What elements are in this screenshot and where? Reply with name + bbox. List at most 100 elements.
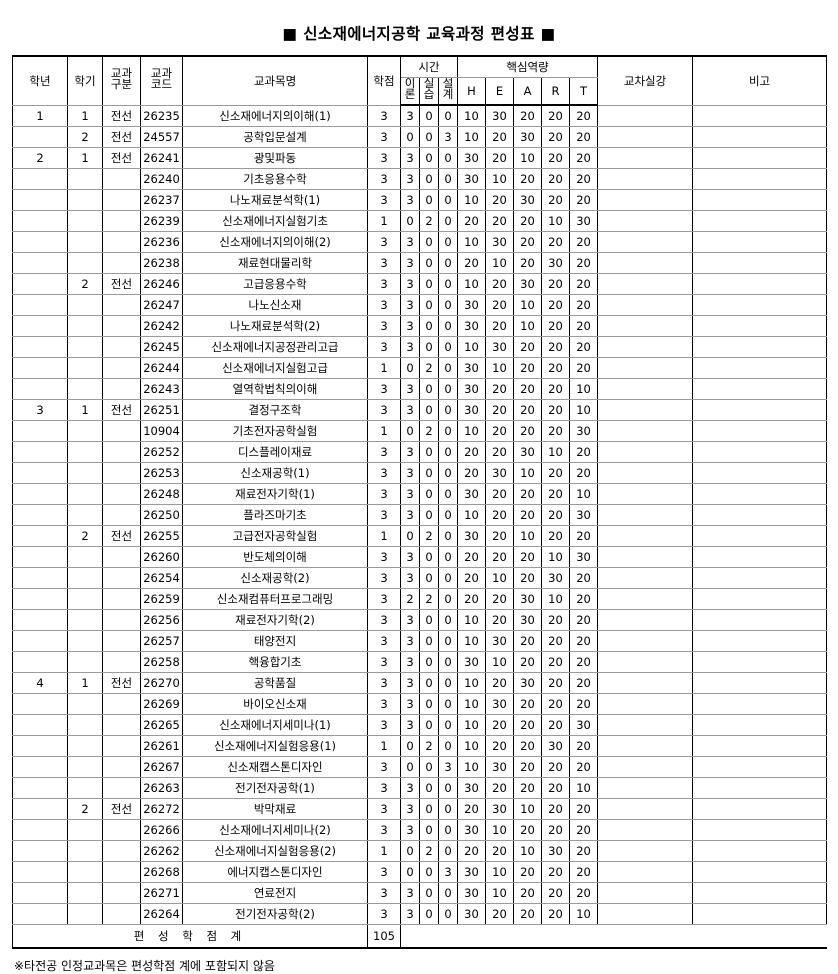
- cell-competency-e: 20: [485, 147, 514, 169]
- cell-year: 3: [12, 399, 68, 421]
- cell-course-code: 26253: [140, 462, 183, 484]
- cell-competency-t: 20: [568, 672, 599, 694]
- cell-competency-a: 20: [513, 777, 542, 799]
- cell-course-code: 26270: [140, 672, 183, 694]
- cell-hours-design: 0: [438, 378, 458, 400]
- cell-semester: [67, 693, 103, 715]
- cell-remarks: [692, 651, 828, 673]
- cell-cross-listing: [597, 819, 694, 841]
- cell-competency-a: 20: [513, 903, 542, 925]
- cell-competency-r: 30: [541, 567, 570, 589]
- cell-course-code: 26235: [140, 104, 183, 127]
- cell-semester: [67, 483, 103, 505]
- cell-course-name: 재료전자기학(1): [182, 483, 368, 505]
- cell-cross-listing: [597, 336, 694, 358]
- cell-credits: 3: [367, 147, 401, 169]
- cell-competency-t: 20: [568, 252, 599, 274]
- cell-hours-theory: 3: [400, 315, 420, 337]
- cell-competency-a: 20: [513, 504, 542, 526]
- cell-course-type: [102, 168, 141, 190]
- header-competency-r: R: [541, 77, 570, 106]
- cell-year: [12, 189, 68, 211]
- cell-competency-t: 20: [568, 357, 599, 379]
- cell-credits: 3: [367, 819, 401, 841]
- header-row-bottom: 이 론 실 습 설 계 H E: [13, 77, 827, 106]
- cell-credits: 3: [367, 252, 401, 274]
- cell-semester: [67, 651, 103, 673]
- cell-competency-h: 30: [457, 882, 486, 904]
- cell-competency-t: 20: [568, 273, 599, 295]
- cell-remarks: [692, 567, 828, 589]
- cell-hours-design: 0: [438, 252, 458, 274]
- cell-competency-e: 10: [485, 168, 514, 190]
- cell-credits: 3: [367, 504, 401, 526]
- cell-year: [12, 210, 68, 232]
- cell-hours-design: 0: [438, 672, 458, 694]
- cell-hours-theory: 3: [400, 714, 420, 736]
- cell-course-name: 신소재에너지의이해(2): [182, 231, 368, 253]
- cell-remarks: [692, 210, 828, 232]
- cell-hours-theory: 3: [400, 630, 420, 652]
- cell-hours-theory: 3: [400, 903, 420, 925]
- cell-competency-e: 30: [485, 756, 514, 778]
- cell-year: [12, 567, 68, 589]
- header-course-code: 교과 코드: [140, 55, 183, 106]
- cell-course-code: 26266: [140, 819, 183, 841]
- cell-hours-practice: 0: [419, 756, 439, 778]
- cell-year: [12, 840, 68, 862]
- cell-competency-a: 10: [513, 462, 542, 484]
- table-row: 26243 열역학법칙의이해 3 3 0 0 30 20 20 20 10: [12, 378, 828, 400]
- cell-hours-design: 0: [438, 630, 458, 652]
- table-row: 26266 신소재에너지세미나(2) 3 3 0 0 30 10 20 20 20: [12, 819, 828, 841]
- cell-credits: 1: [367, 840, 401, 862]
- cell-hours-theory: 0: [400, 756, 420, 778]
- cell-course-code: 26250: [140, 504, 183, 526]
- cell-competency-a: 30: [513, 672, 542, 694]
- cell-hours-theory: 3: [400, 462, 420, 484]
- cell-competency-h: 30: [457, 861, 486, 883]
- cell-credits: 3: [367, 315, 401, 337]
- cell-competency-a: 20: [513, 378, 542, 400]
- header-hours-design-line2: 계: [442, 87, 454, 101]
- cell-course-name: 전기전자공학(2): [182, 903, 368, 925]
- cell-hours-theory: 0: [400, 420, 420, 442]
- cell-hours-design: 0: [438, 504, 458, 526]
- cell-competency-a: 10: [513, 798, 542, 820]
- cell-year: [12, 651, 68, 673]
- cell-competency-h: 10: [457, 189, 486, 211]
- cell-semester: [67, 336, 103, 358]
- cell-remarks: [692, 252, 828, 274]
- cell-competency-a: 20: [513, 651, 542, 673]
- cell-semester: [67, 777, 103, 799]
- cell-course-type: [102, 735, 141, 757]
- cell-year: [12, 462, 68, 484]
- cell-course-code: 26251: [140, 399, 183, 421]
- cell-course-type: [102, 756, 141, 778]
- cell-cross-listing: [597, 483, 694, 505]
- cell-cross-listing: [597, 777, 694, 799]
- cell-hours-practice: 0: [419, 777, 439, 799]
- cell-competency-e: 20: [485, 210, 514, 232]
- cell-credits: 1: [367, 210, 401, 232]
- cell-competency-h: 10: [457, 336, 486, 358]
- cell-competency-e: 20: [485, 504, 514, 526]
- cell-competency-a: 20: [513, 546, 542, 568]
- cell-semester: [67, 420, 103, 442]
- cell-credits: 3: [367, 168, 401, 190]
- cell-hours-practice: 0: [419, 273, 439, 295]
- cell-competency-e: 20: [485, 714, 514, 736]
- cell-course-name: 신소재에너지실험고급: [182, 357, 368, 379]
- cell-hours-theory: 0: [400, 525, 420, 547]
- cell-course-code: 26254: [140, 567, 183, 589]
- cell-semester: [67, 231, 103, 253]
- total-blank-area: [400, 924, 827, 949]
- cell-cross-listing: [597, 546, 694, 568]
- header-hours-theory-line1: 이: [404, 77, 416, 90]
- cell-hours-theory: 3: [400, 546, 420, 568]
- cell-competency-r: 20: [541, 525, 570, 547]
- cell-competency-t: 30: [568, 714, 599, 736]
- cell-course-name: 나노재료분석학(2): [182, 315, 368, 337]
- table-row: 26242 나노재료분석학(2) 3 3 0 0 30 20 10 20 20: [12, 315, 828, 337]
- cell-semester: [67, 903, 103, 925]
- cell-competency-r: 10: [541, 588, 570, 610]
